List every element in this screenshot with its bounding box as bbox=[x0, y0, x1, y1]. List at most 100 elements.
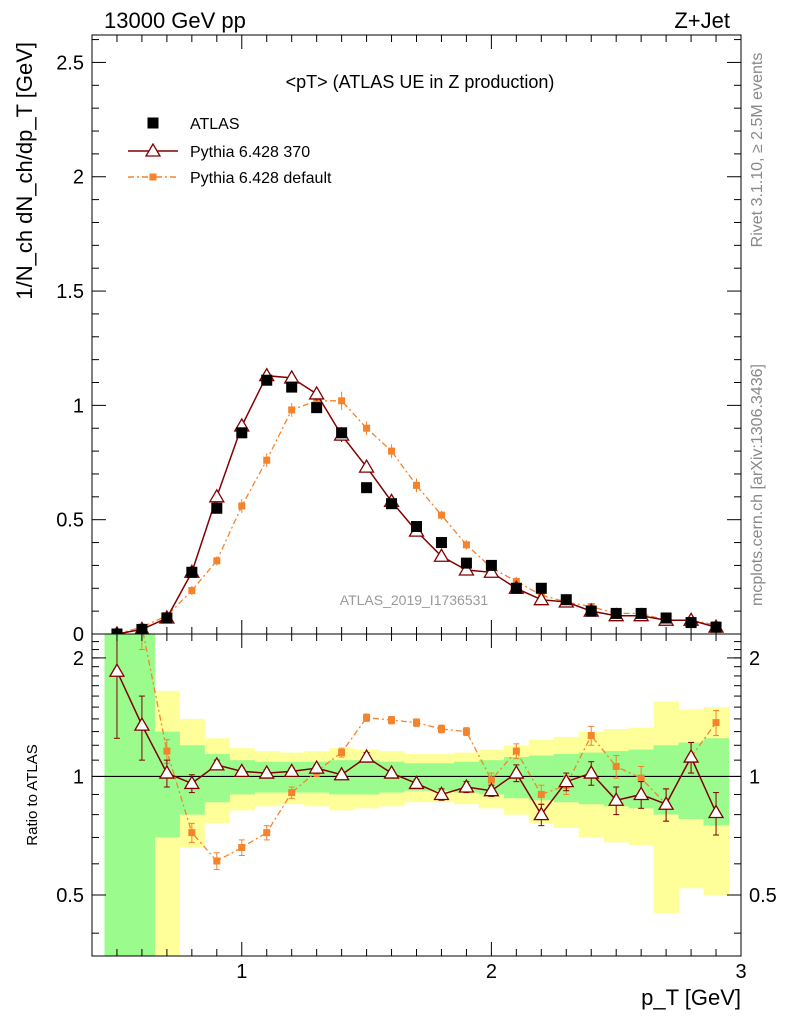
ratio-point bbox=[612, 762, 620, 770]
top-panel-axes: 0 0.5 1 1.5 2 2.5 bbox=[56, 35, 742, 646]
data-point bbox=[208, 488, 225, 503]
ratio-point bbox=[388, 716, 396, 724]
y-tick-label-right: 1 bbox=[749, 766, 760, 788]
data-point bbox=[211, 502, 223, 514]
ratio-point bbox=[133, 716, 151, 731]
ratio-point bbox=[233, 763, 250, 778]
ratio-point bbox=[408, 775, 425, 790]
data-point bbox=[188, 587, 196, 595]
data-point bbox=[510, 582, 522, 594]
ratio-point bbox=[183, 775, 200, 790]
legend-label: Pythia 6.428 default bbox=[190, 170, 332, 187]
energy-label: 13000 GeV pp bbox=[104, 8, 246, 33]
ratio-point bbox=[657, 795, 675, 810]
data-point bbox=[236, 427, 248, 439]
bottom-panel-data bbox=[92, 634, 741, 871]
y-tick-label: 2 bbox=[73, 167, 84, 189]
ratio-point bbox=[608, 791, 625, 806]
band-inner bbox=[129, 634, 155, 956]
y-tick-label: 1.5 bbox=[56, 281, 84, 303]
top-y-axis-label: 1/N_ch dN_ch/dp_T [GeV] bbox=[12, 42, 37, 300]
process-label: Z+Jet bbox=[674, 8, 730, 33]
ratio-point bbox=[188, 829, 196, 837]
ratio-point bbox=[437, 725, 445, 733]
ratio-point bbox=[358, 748, 375, 763]
legend-marker bbox=[144, 142, 162, 157]
data-point bbox=[413, 481, 420, 489]
data-point bbox=[308, 385, 325, 400]
ratio-bands bbox=[104, 634, 730, 956]
data-point bbox=[361, 482, 373, 494]
legend-marker bbox=[147, 117, 159, 129]
ratio-point bbox=[508, 764, 525, 779]
chart-title: <pT> (ATLAS UE in Z production) bbox=[286, 72, 555, 92]
data-point bbox=[263, 456, 271, 464]
bottom-y-axis-label: Ratio to ATLAS bbox=[24, 744, 41, 845]
y-tick-label-right: 2 bbox=[749, 648, 760, 670]
ratio-point bbox=[587, 732, 595, 740]
data-point bbox=[535, 582, 547, 594]
y-tick-label: 1 bbox=[73, 766, 84, 788]
ratio-point bbox=[308, 759, 325, 774]
ratio-point bbox=[483, 782, 500, 797]
bottom-panel-axes: 0.5 0.5 1 1 2 2 1 2 3 bbox=[56, 634, 777, 983]
data-point bbox=[161, 612, 173, 624]
ratio-point bbox=[258, 764, 275, 779]
x-tick-label: 1 bbox=[236, 961, 247, 983]
data-point bbox=[186, 566, 198, 578]
data-point bbox=[213, 557, 221, 565]
ratio-point bbox=[288, 789, 296, 797]
y-tick-label: 0 bbox=[73, 624, 84, 646]
data-point bbox=[483, 563, 500, 578]
ratio-point bbox=[208, 756, 225, 771]
ratio-point bbox=[537, 790, 545, 798]
ratio-point bbox=[383, 764, 400, 779]
data-point bbox=[288, 406, 296, 414]
ratio-point bbox=[558, 773, 575, 788]
data-point bbox=[311, 402, 323, 414]
data-point bbox=[460, 557, 472, 569]
legend-marker bbox=[149, 173, 157, 181]
ratio-point bbox=[637, 774, 645, 782]
mcplots-label: mcplots.cern.ch [arXiv:1306.3436] bbox=[749, 364, 766, 606]
ratio-point bbox=[338, 749, 346, 757]
y-tick-label-right: 0.5 bbox=[749, 885, 777, 907]
ratio-point bbox=[712, 719, 720, 727]
ratio-point bbox=[283, 763, 300, 778]
data-point bbox=[610, 607, 622, 619]
ratio-point bbox=[682, 748, 700, 763]
data-point bbox=[458, 561, 475, 576]
data-point bbox=[363, 424, 371, 432]
ratio-point bbox=[363, 714, 371, 722]
ratio-point bbox=[158, 764, 176, 779]
data-point bbox=[533, 591, 550, 606]
ratio-point bbox=[333, 766, 350, 781]
data-point bbox=[358, 458, 375, 473]
ratio-point bbox=[108, 662, 126, 677]
ratio-point bbox=[583, 764, 600, 779]
data-point bbox=[386, 498, 398, 510]
data-point bbox=[437, 511, 445, 519]
data-point bbox=[660, 612, 672, 624]
y-tick-label: 2.5 bbox=[56, 52, 84, 74]
x-axis-label: p_T [GeV] bbox=[641, 985, 741, 1010]
band-inner bbox=[354, 760, 380, 795]
ratio-point bbox=[633, 786, 650, 801]
ratio-point bbox=[238, 844, 246, 852]
ratio-point bbox=[533, 806, 550, 821]
watermark: ATLAS_2019_I1736531 bbox=[340, 592, 489, 608]
ratio-point bbox=[487, 776, 495, 784]
data-point bbox=[261, 374, 273, 386]
ratio-point bbox=[213, 857, 221, 865]
data-point bbox=[388, 447, 396, 455]
data-point bbox=[433, 547, 450, 562]
legend: ATLAS Pythia 6.428 370 Pythia 6.428 defaul… bbox=[128, 116, 332, 187]
data-point bbox=[435, 537, 447, 549]
data-point bbox=[462, 541, 470, 549]
y-tick-label: 0.5 bbox=[56, 510, 84, 532]
ratio-point bbox=[458, 778, 475, 793]
data-point bbox=[238, 502, 246, 510]
legend-label: Pythia 6.428 370 bbox=[190, 144, 310, 161]
x-tick-label: 3 bbox=[735, 961, 746, 983]
